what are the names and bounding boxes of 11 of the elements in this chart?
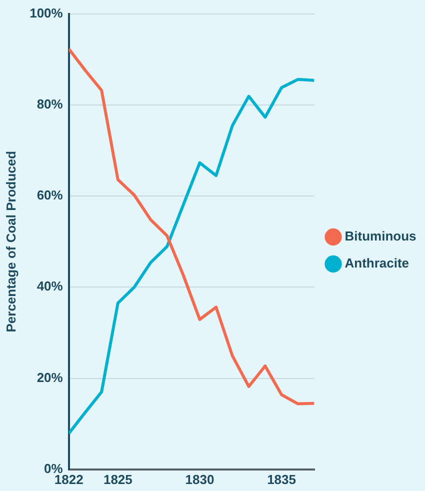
y-tick-label: 60% [36,188,64,203]
legend-label: Anthracite [344,256,410,271]
x-tick-label: 1830 [185,472,214,487]
y-tick-label: 20% [36,370,64,385]
y-tick-label: 80% [36,96,64,112]
legend-label: Bituminous [344,228,416,244]
y-axis-title: Percentage of Coal Produced [3,150,18,332]
x-tick-label: 1835 [267,472,296,487]
x-tick-label: 1825 [103,472,132,487]
y-tick-label: 100% [30,5,64,20]
y-tick-label: 40% [36,278,64,294]
